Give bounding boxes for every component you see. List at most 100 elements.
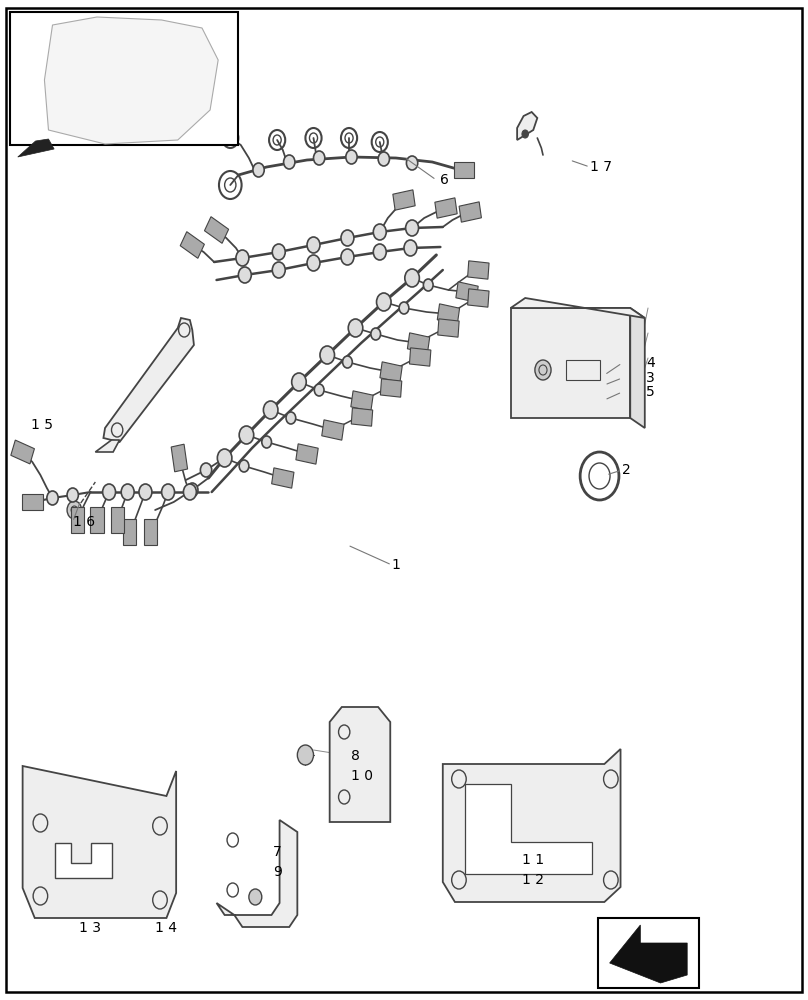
Circle shape — [348, 319, 363, 337]
Polygon shape — [393, 190, 415, 210]
Polygon shape — [468, 261, 489, 279]
Text: 2: 2 — [622, 463, 631, 477]
Circle shape — [377, 293, 391, 311]
Polygon shape — [465, 784, 592, 874]
Circle shape — [346, 150, 357, 164]
Polygon shape — [55, 843, 112, 878]
Polygon shape — [380, 362, 402, 382]
Text: 1 3: 1 3 — [79, 921, 101, 935]
Circle shape — [238, 267, 251, 283]
Polygon shape — [171, 444, 187, 472]
Bar — [566, 360, 600, 380]
Text: 9: 9 — [273, 865, 282, 879]
Polygon shape — [296, 444, 318, 464]
Text: 4: 4 — [646, 356, 655, 370]
Polygon shape — [144, 519, 157, 545]
Circle shape — [307, 255, 320, 271]
Circle shape — [272, 262, 285, 278]
Circle shape — [405, 269, 419, 287]
Polygon shape — [609, 925, 688, 983]
Polygon shape — [511, 308, 630, 418]
Circle shape — [284, 155, 295, 169]
Circle shape — [371, 328, 381, 340]
Polygon shape — [456, 282, 478, 302]
Polygon shape — [330, 707, 390, 822]
Circle shape — [373, 244, 386, 260]
Text: 1 2: 1 2 — [522, 873, 544, 887]
Circle shape — [341, 230, 354, 246]
Circle shape — [183, 484, 196, 500]
Text: 1 1: 1 1 — [522, 853, 544, 867]
Circle shape — [263, 401, 278, 419]
Polygon shape — [351, 408, 372, 426]
Polygon shape — [381, 379, 402, 397]
Polygon shape — [44, 17, 218, 144]
Text: 1 7: 1 7 — [590, 160, 612, 174]
Text: 5: 5 — [646, 385, 655, 399]
Circle shape — [103, 484, 116, 500]
Circle shape — [67, 501, 82, 519]
Circle shape — [343, 356, 352, 368]
Circle shape — [253, 163, 264, 177]
Polygon shape — [407, 333, 430, 353]
Circle shape — [314, 151, 325, 165]
Polygon shape — [23, 766, 176, 918]
Polygon shape — [468, 289, 489, 307]
Polygon shape — [517, 112, 537, 140]
Polygon shape — [22, 494, 43, 510]
Circle shape — [535, 360, 551, 380]
Polygon shape — [71, 507, 84, 533]
Polygon shape — [180, 232, 204, 258]
Polygon shape — [90, 507, 103, 533]
Polygon shape — [351, 391, 373, 411]
Circle shape — [67, 488, 78, 502]
Bar — [10, 12, 238, 145]
Polygon shape — [435, 198, 457, 218]
Polygon shape — [459, 202, 482, 222]
Polygon shape — [438, 319, 459, 337]
Circle shape — [239, 460, 249, 472]
Circle shape — [262, 436, 271, 448]
Text: 3: 3 — [646, 371, 655, 385]
Circle shape — [297, 745, 314, 765]
Circle shape — [307, 237, 320, 253]
Polygon shape — [630, 308, 645, 428]
Circle shape — [187, 483, 198, 497]
Polygon shape — [204, 217, 229, 243]
Text: 6: 6 — [440, 173, 449, 187]
Circle shape — [423, 279, 433, 291]
Circle shape — [217, 449, 232, 467]
Circle shape — [406, 220, 419, 236]
Polygon shape — [443, 749, 621, 902]
Circle shape — [522, 130, 528, 138]
Circle shape — [373, 224, 386, 240]
Circle shape — [47, 491, 58, 505]
Circle shape — [121, 484, 134, 500]
Bar — [598, 918, 699, 988]
Polygon shape — [217, 820, 297, 927]
Polygon shape — [437, 304, 460, 324]
Circle shape — [272, 244, 285, 260]
Text: 1 4: 1 4 — [155, 921, 177, 935]
Polygon shape — [410, 348, 431, 366]
Circle shape — [249, 889, 262, 905]
Circle shape — [292, 373, 306, 391]
Polygon shape — [123, 519, 136, 545]
Polygon shape — [11, 440, 35, 464]
Polygon shape — [511, 298, 645, 318]
Text: 1 0: 1 0 — [351, 769, 373, 783]
Circle shape — [378, 152, 389, 166]
Polygon shape — [271, 468, 294, 488]
Circle shape — [404, 240, 417, 256]
Circle shape — [341, 249, 354, 265]
Text: 1 6: 1 6 — [73, 515, 95, 529]
Text: 1 5: 1 5 — [31, 418, 53, 432]
Polygon shape — [453, 162, 474, 178]
Circle shape — [200, 463, 212, 477]
Circle shape — [314, 384, 324, 396]
Circle shape — [139, 484, 152, 500]
Circle shape — [239, 426, 254, 444]
Circle shape — [399, 302, 409, 314]
Circle shape — [286, 412, 296, 424]
Circle shape — [162, 484, 175, 500]
